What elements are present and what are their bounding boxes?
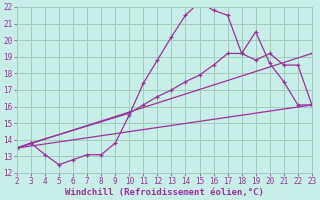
X-axis label: Windchill (Refroidissement éolien,°C): Windchill (Refroidissement éolien,°C): [65, 188, 264, 197]
